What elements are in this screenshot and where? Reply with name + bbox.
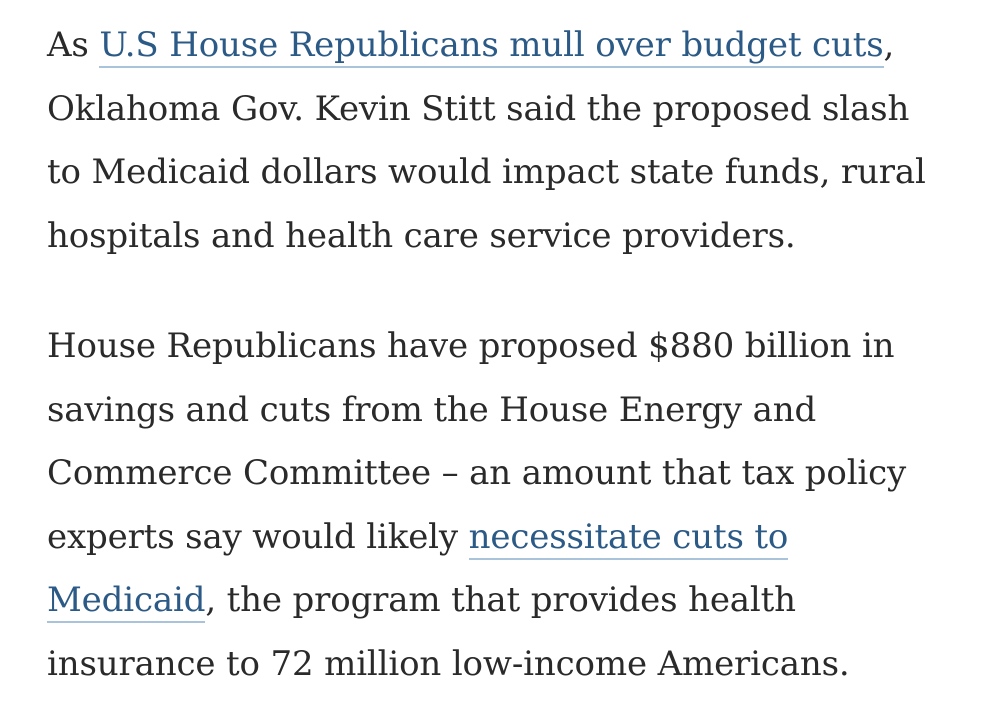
link-necessitate-cuts-part-1[interactable]: necessitate cuts to xyxy=(468,516,788,560)
p1-line-3: to Medicaid dollars would impact state f… xyxy=(47,152,926,192)
p1-line-2: Oklahoma Gov. Kevin Stitt said the propo… xyxy=(47,88,910,129)
article-body: As U.S House Republicans mull over budge… xyxy=(47,14,967,696)
link-house-republicans-budget-cuts[interactable]: U.S House Republicans mull over budget c… xyxy=(99,25,884,68)
p1-comma: , xyxy=(883,25,895,65)
paragraph-1: As U.S House Republicans mull over budge… xyxy=(47,14,967,268)
p2-line-4-prefix: experts say would likely xyxy=(47,516,469,557)
p2-line-6: insurance to 72 million low-income Ameri… xyxy=(47,643,850,684)
p2-line-3: Commerce Committee – an amount that tax … xyxy=(47,453,907,493)
p2-line-5-suffix: , the program that provides health xyxy=(205,580,796,620)
link-necessitate-cuts-part-2[interactable]: Medicaid xyxy=(47,580,205,623)
p2-line-1: House Republicans have proposed $880 bil… xyxy=(47,326,895,366)
paragraph-2: House Republicans have proposed $880 bil… xyxy=(47,315,967,696)
p1-line-4: hospitals and health care service provid… xyxy=(47,215,796,256)
p2-line-2: savings and cuts from the House Energy a… xyxy=(47,389,817,430)
p1-prefix: As xyxy=(47,25,100,65)
